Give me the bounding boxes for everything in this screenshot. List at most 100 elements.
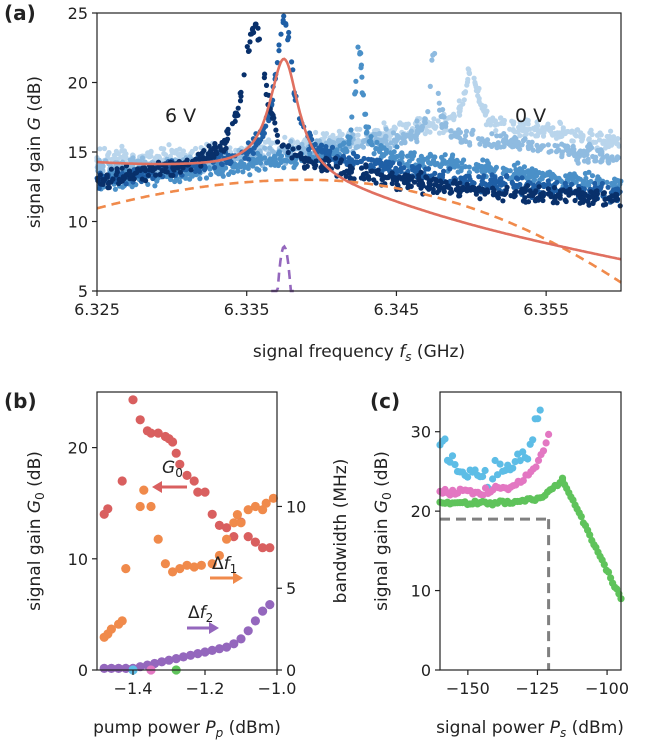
data-point — [408, 130, 414, 137]
data-point — [224, 136, 231, 142]
data-point — [602, 145, 609, 151]
data-point — [534, 456, 543, 464]
data-point — [391, 149, 397, 155]
x-tick-label: −125 — [515, 679, 559, 698]
data-point — [502, 167, 508, 173]
data-point — [416, 175, 422, 182]
data-point — [368, 134, 374, 140]
data-point — [244, 151, 250, 157]
data-point — [548, 191, 554, 197]
data-point — [153, 172, 159, 178]
data-point — [180, 148, 186, 154]
data-point — [414, 165, 420, 171]
data-point — [424, 175, 430, 181]
data-point — [430, 52, 436, 58]
data-point — [100, 179, 106, 185]
data-point — [285, 37, 291, 43]
data-point — [263, 82, 270, 88]
data-point — [378, 160, 385, 166]
data-point — [589, 131, 595, 138]
data-point — [440, 185, 446, 191]
data-point — [496, 190, 502, 196]
data-point — [534, 119, 540, 125]
data-point — [145, 150, 151, 156]
data-point — [209, 153, 215, 159]
data-point — [347, 163, 353, 169]
data-point — [394, 153, 400, 160]
panel-b-frame — [96, 391, 278, 671]
data-point — [592, 180, 598, 187]
data-point — [522, 136, 528, 142]
data-point — [135, 662, 145, 672]
data-point — [451, 461, 459, 469]
data-point — [479, 168, 485, 174]
data-point — [318, 142, 325, 148]
data-point — [271, 159, 278, 165]
data-point — [513, 136, 519, 142]
data-point — [200, 647, 210, 657]
data-point — [119, 165, 125, 171]
data-point — [200, 487, 210, 497]
data-point — [428, 153, 434, 159]
data-point — [145, 181, 151, 187]
data-point — [168, 437, 178, 447]
data-point — [170, 165, 176, 171]
data-point — [534, 126, 540, 133]
data-point — [481, 484, 490, 492]
data-point — [557, 188, 564, 194]
data-point — [426, 160, 432, 166]
data-point — [376, 146, 382, 152]
data-point — [242, 164, 248, 170]
data-point — [276, 149, 282, 155]
data-point — [471, 185, 477, 191]
data-point — [496, 460, 504, 468]
data-point — [158, 145, 164, 152]
data-point — [470, 127, 476, 133]
data-point — [394, 181, 400, 187]
data-point — [212, 141, 218, 147]
data-point — [193, 649, 203, 659]
data-point — [517, 133, 523, 139]
data-point — [186, 650, 196, 660]
data-point — [603, 201, 609, 207]
data-point — [542, 439, 550, 447]
data-point — [281, 13, 287, 19]
data-point — [492, 177, 498, 184]
data-point — [148, 153, 154, 159]
data-point — [518, 189, 524, 195]
data-point — [475, 187, 481, 194]
data-point — [579, 138, 585, 144]
data-point — [153, 534, 163, 544]
data-point — [526, 171, 533, 177]
data-point — [220, 173, 226, 179]
data-point — [443, 160, 449, 166]
data-point — [246, 156, 252, 162]
data-point — [523, 199, 529, 205]
data-point — [596, 137, 603, 143]
data-point — [586, 169, 592, 175]
data-point — [394, 144, 400, 150]
panel-a: (a) 6.325 6.335 6.345 6.355 5 10 15 20 25 6 V 0 … — [4, 1, 624, 364]
annotation-df2: Δf2 — [188, 603, 213, 625]
data-point — [540, 197, 546, 204]
data-point — [229, 532, 239, 542]
data-point — [552, 196, 558, 202]
data-point — [300, 145, 306, 151]
data-point — [319, 149, 325, 155]
data-point — [442, 152, 448, 158]
data-point — [347, 175, 353, 181]
data-point — [196, 156, 202, 162]
data-point — [409, 163, 415, 170]
data-point — [157, 171, 163, 178]
data-point — [463, 133, 469, 139]
data-point — [312, 165, 318, 171]
data-point — [159, 167, 165, 174]
data-point — [500, 118, 506, 124]
data-point — [430, 121, 436, 127]
data-point — [602, 196, 608, 202]
data-point — [529, 139, 535, 145]
data-point — [526, 193, 532, 199]
data-point — [232, 113, 238, 119]
data-point — [427, 129, 433, 135]
data-point — [207, 509, 217, 519]
